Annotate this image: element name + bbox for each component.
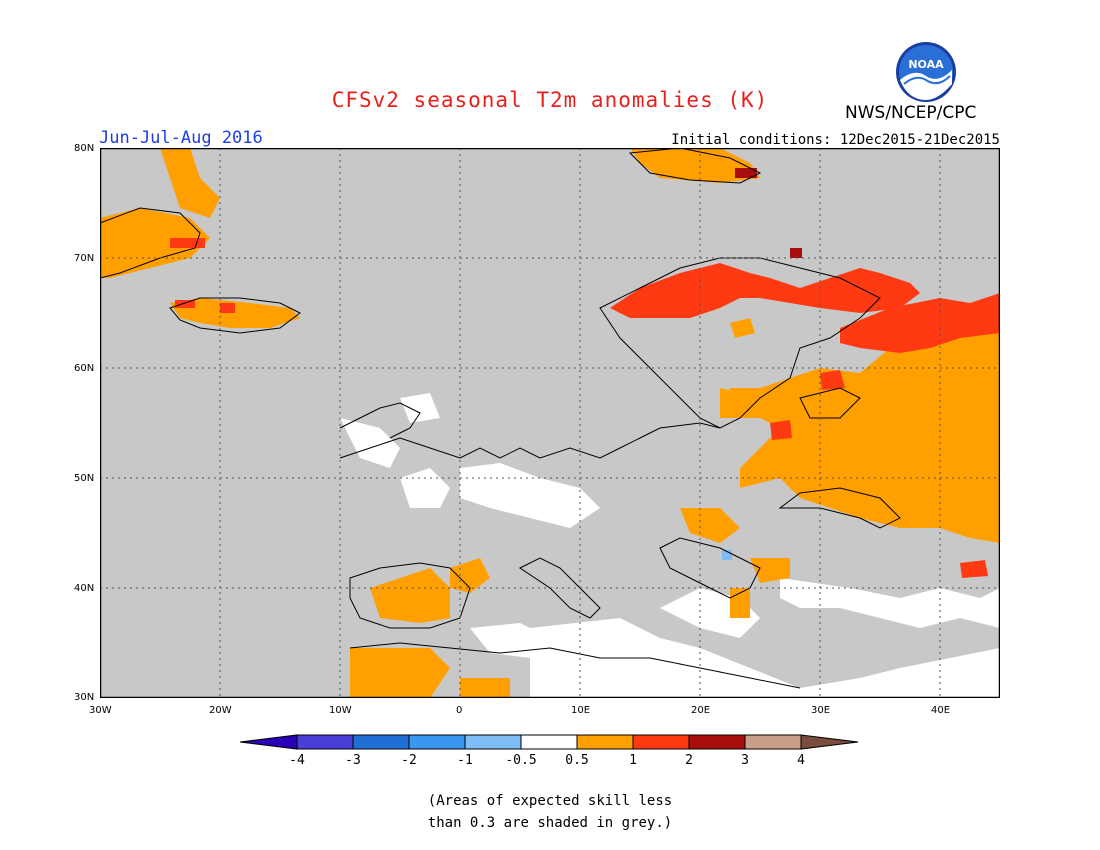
lon-label: 0 (456, 705, 463, 716)
skill-note-line: than 0.3 are shaded in grey.) (427, 815, 673, 831)
colorbar: -4 -3 -2 -1 -0.5 0.5 1 2 3 4 (240, 734, 859, 768)
red-anomaly-regions (170, 238, 1000, 578)
skill-note: (Areas of expected skill less than 0.3 a… (0, 790, 1100, 834)
colorbar-label: -0.5 (505, 753, 536, 768)
initial-conditions-label: Initial conditions: 12Dec2015-21Dec2015 (671, 132, 1000, 148)
lon-label: 40E (931, 705, 951, 716)
lon-label: 20E (691, 705, 711, 716)
map-title: CFSv2 seasonal T2m anomalies (K) (331, 88, 769, 112)
lon-label: 10W (329, 705, 352, 716)
colorbar-label: 2 (685, 753, 693, 768)
colorbar-segment (632, 734, 690, 750)
colorbar-label: 4 (797, 753, 805, 768)
colorbar-segment (296, 734, 354, 750)
colorbar-label: -1 (457, 753, 473, 768)
skill-note-line: (Areas of expected skill less (427, 793, 673, 809)
graticule (100, 148, 1000, 698)
lat-label: 40N (74, 583, 95, 594)
lat-label: 50N (74, 473, 95, 484)
season-label: Jun-Jul-Aug 2016 (99, 128, 263, 148)
colorbar-label: 1 (629, 753, 637, 768)
lat-label: 60N (74, 363, 95, 374)
map-frame (100, 148, 1000, 698)
lon-label: 30E (811, 705, 831, 716)
colorbar-label: 0.5 (565, 753, 588, 768)
colorbar-label: -3 (345, 753, 361, 768)
colorbar-segment (744, 734, 802, 750)
logo-text: NOAA (908, 58, 944, 71)
lat-label: 30N (74, 692, 95, 703)
lat-label: 80N (74, 143, 95, 154)
colorbar-segment (464, 734, 522, 750)
lon-label: 10E (571, 705, 591, 716)
colorbar-segment (576, 734, 634, 750)
lon-label: 30W (89, 705, 112, 716)
colorbar-label: -2 (401, 753, 417, 768)
darkred-anomaly-regions (735, 168, 802, 258)
noaa-logo-icon: NOAA (896, 42, 956, 102)
organization-label: NWS/NCEP/CPC (845, 103, 977, 123)
lat-label: 70N (74, 253, 95, 264)
colorbar-label: -4 (289, 753, 305, 768)
colorbar-segment (688, 734, 746, 750)
orange-anomaly-regions (100, 148, 1000, 698)
colorbar-segment (352, 734, 410, 750)
colorbar-segment (240, 734, 298, 750)
colorbar-label: 3 (741, 753, 749, 768)
colorbar-segment (800, 734, 859, 750)
anomaly-map (100, 148, 1000, 698)
lightblue-anomaly-speck (722, 550, 732, 560)
colorbar-segment (408, 734, 466, 750)
lon-label: 20W (209, 705, 232, 716)
colorbar-segment (520, 734, 578, 750)
